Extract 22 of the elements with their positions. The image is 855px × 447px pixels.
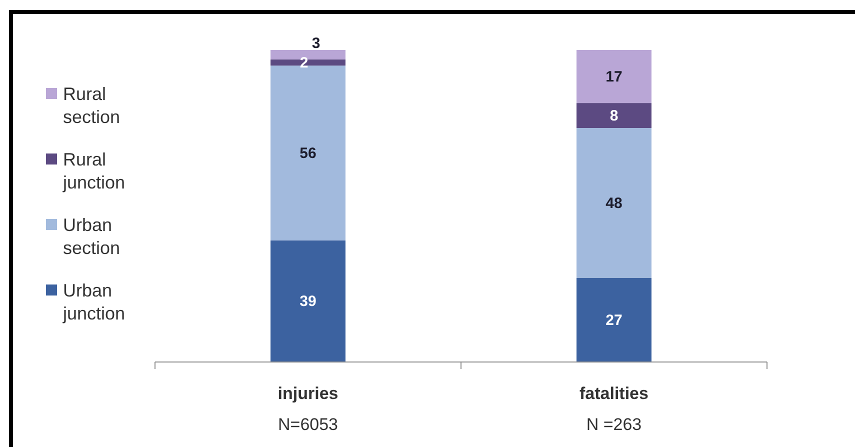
legend-label: Rural section [63, 84, 120, 127]
legend-label: Rural junction [62, 150, 126, 192]
bar [576, 278, 652, 362]
data-label: 8 [610, 108, 618, 125]
data-label: 17 [606, 68, 622, 86]
x-tick-label: fatalities [580, 384, 648, 403]
bar [270, 59, 346, 66]
bar [576, 103, 652, 128]
bar [576, 128, 652, 278]
legend-label: Urban junction [62, 280, 126, 324]
text: N =263 [586, 415, 642, 434]
data-label: 56 [300, 144, 316, 162]
data-label: 48 [606, 194, 622, 212]
bar [576, 50, 652, 104]
legend-label: Urban section [63, 215, 120, 258]
bar [270, 240, 346, 362]
data-label: 39 [300, 293, 316, 310]
bar [270, 66, 346, 240]
text: N=6053 [278, 415, 338, 434]
x-tick-label: injuries [278, 384, 338, 403]
data-label: 27 [606, 312, 622, 329]
data-label: 3 [312, 35, 320, 52]
